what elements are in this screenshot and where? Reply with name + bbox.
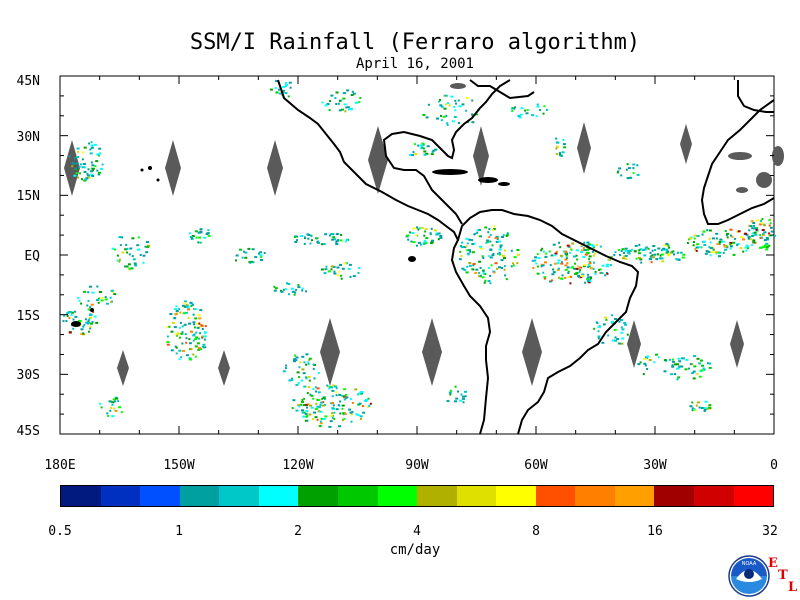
swath-gap [730, 320, 744, 368]
lat-label: EQ [24, 249, 40, 264]
colorbar-cell [61, 486, 101, 506]
colorbar-cell [575, 486, 615, 506]
noaa-logo: NOAA [728, 555, 770, 597]
colorbar-cell [654, 486, 694, 506]
colorbar-cell [377, 486, 418, 506]
lat-label: 45N [16, 74, 40, 89]
lat-label: 45S [16, 424, 40, 439]
colorbar-cell [337, 486, 378, 506]
europe-coast [737, 80, 774, 113]
colorbar-tick-label: 1 [175, 524, 183, 539]
colorbar-cell [694, 486, 734, 506]
swath-gap [422, 318, 442, 386]
gulf-coast [382, 79, 511, 225]
swath-gaps [64, 122, 744, 386]
svg-text:NOAA: NOAA [742, 561, 757, 567]
lon-label: 90W [405, 458, 429, 473]
rainfall-pixels [62, 80, 776, 428]
colorbar [60, 485, 774, 507]
colorbar-tick-label: 8 [532, 524, 540, 539]
map-title: SSM/I Rainfall (Ferraro algorithm) [189, 30, 641, 55]
swath-gap [267, 140, 283, 196]
swath-gap [522, 318, 542, 386]
colorbar-cell [298, 486, 338, 506]
colorbar-cell [140, 486, 180, 506]
colorbar-tick-label: 16 [647, 524, 663, 539]
etl-letter: E [768, 556, 778, 571]
lat-label: 15N [16, 189, 40, 204]
swath-gap [627, 320, 641, 368]
swath-gap [320, 318, 340, 386]
colorbar-units: cm/day [389, 542, 441, 558]
colorbar-cell [496, 486, 536, 506]
colorbar-cell [258, 486, 299, 506]
axis-ticks [59, 75, 775, 435]
lat-label: 30N [16, 130, 40, 145]
swath-gap [577, 122, 591, 174]
lon-label: 150W [163, 458, 195, 473]
coastlines [277, 79, 775, 435]
colorbar-cell [733, 486, 774, 506]
swath-gap [64, 140, 80, 196]
colorbar-cell [179, 486, 220, 506]
colorbar-cell [456, 486, 497, 506]
africa-coast [700, 99, 775, 225]
colorbar-tick-label: 2 [294, 524, 302, 539]
south-america-coast [457, 209, 640, 435]
lakes [450, 83, 784, 193]
lon-label: 120W [282, 458, 314, 473]
swath-gap [368, 126, 388, 194]
colorbar-cell [219, 486, 259, 506]
lat-label: 15S [16, 309, 40, 324]
lon-label: 30W [643, 458, 667, 473]
swath-gap [680, 124, 692, 164]
map-frame [59, 75, 775, 435]
colorbar-tick-label: 4 [413, 524, 421, 539]
etl-letter: L [788, 580, 798, 595]
colorbar-cell [535, 486, 576, 506]
colorbar-cell [417, 486, 457, 506]
swath-gap [218, 350, 230, 386]
lon-label: 60W [524, 458, 548, 473]
islands [71, 166, 510, 327]
north-america-coast [277, 79, 492, 435]
map-date: April 16, 2001 [355, 56, 474, 72]
swath-gap [473, 126, 489, 186]
lon-label: 0 [770, 458, 778, 473]
lon-label: 180E [44, 458, 76, 473]
colorbar-cell [100, 486, 141, 506]
canada-coast [469, 79, 535, 100]
lat-label: 30S [16, 368, 40, 383]
colorbar-cell [614, 486, 655, 506]
colorbar-tick-label: 0.5 [48, 524, 72, 539]
swath-gap [165, 140, 181, 196]
swath-gap [117, 350, 129, 386]
colorbar-tick-label: 32 [762, 524, 778, 539]
etl-letter: T [778, 568, 788, 583]
